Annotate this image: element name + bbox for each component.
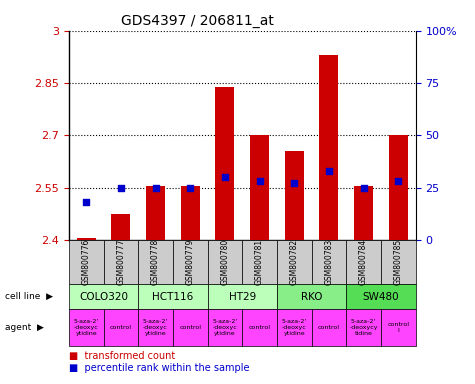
Text: ■  transformed count: ■ transformed count — [69, 351, 175, 361]
Text: GSM800779: GSM800779 — [186, 239, 195, 285]
Bar — [250, 135, 269, 240]
Text: GSM800776: GSM800776 — [82, 239, 91, 285]
Text: 5-aza-2'
-deoxycy
tidine: 5-aza-2' -deoxycy tidine — [349, 319, 378, 336]
Text: control: control — [248, 325, 271, 330]
Text: agent  ▶: agent ▶ — [5, 323, 44, 332]
Text: GSM800782: GSM800782 — [290, 239, 299, 285]
Text: GSM800777: GSM800777 — [116, 239, 125, 285]
Bar — [76, 238, 96, 240]
Bar — [146, 186, 165, 240]
Point — [291, 180, 298, 187]
Text: control: control — [110, 325, 132, 330]
Text: cell line  ▶: cell line ▶ — [5, 292, 53, 301]
Text: control: control — [179, 325, 201, 330]
Text: COLO320: COLO320 — [79, 291, 128, 302]
Point — [186, 185, 194, 191]
Point — [83, 199, 90, 205]
Text: GSM800783: GSM800783 — [324, 239, 333, 285]
Text: SW480: SW480 — [362, 291, 399, 302]
Bar — [319, 55, 339, 240]
Text: HCT116: HCT116 — [152, 291, 193, 302]
Point — [394, 178, 402, 184]
Text: 5-aza-2'
-deoxyc
ytidine: 5-aza-2' -deoxyc ytidine — [143, 319, 168, 336]
Text: 5-aza-2'
-deoxyc
ytidine: 5-aza-2' -deoxyc ytidine — [212, 319, 238, 336]
Text: GSM800781: GSM800781 — [255, 239, 264, 285]
Text: GSM800778: GSM800778 — [151, 239, 160, 285]
Bar — [285, 151, 304, 240]
Text: GSM800785: GSM800785 — [394, 239, 403, 285]
Point — [325, 168, 332, 174]
Point — [117, 185, 124, 191]
Text: GSM800784: GSM800784 — [359, 239, 368, 285]
Point — [360, 185, 368, 191]
Text: 5-aza-2'
-deoxyc
ytidine: 5-aza-2' -deoxyc ytidine — [282, 319, 307, 336]
Bar — [111, 214, 131, 240]
Text: RKO: RKO — [301, 291, 323, 302]
Text: GDS4397 / 206811_at: GDS4397 / 206811_at — [121, 14, 274, 28]
Bar — [215, 86, 235, 240]
Text: HT29: HT29 — [228, 291, 256, 302]
Bar — [389, 135, 408, 240]
Text: GSM800780: GSM800780 — [220, 239, 229, 285]
Bar — [180, 186, 200, 240]
Point — [152, 185, 160, 191]
Point — [256, 178, 264, 184]
Point — [221, 174, 229, 180]
Bar — [354, 186, 373, 240]
Text: 5-aza-2'
-deoxyc
ytidine: 5-aza-2' -deoxyc ytidine — [74, 319, 99, 336]
Text: control: control — [318, 325, 340, 330]
Text: ■  percentile rank within the sample: ■ percentile rank within the sample — [69, 362, 249, 372]
Text: control
l: control l — [387, 322, 409, 333]
